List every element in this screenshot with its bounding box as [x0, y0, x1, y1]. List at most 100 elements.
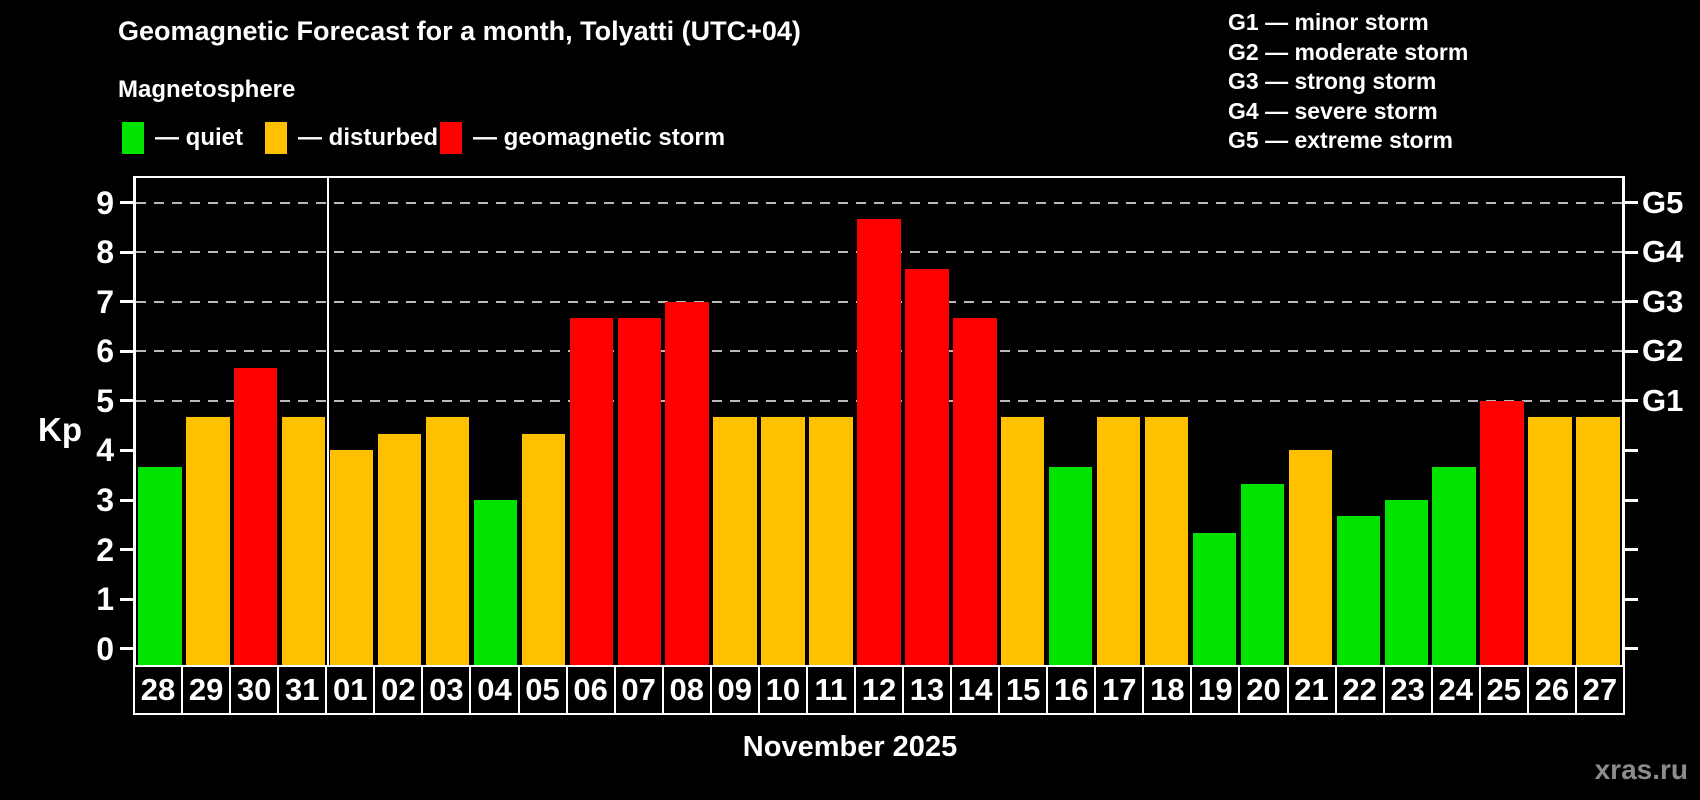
kp-bar-14	[953, 318, 997, 665]
date-cell-18: 18	[1142, 665, 1193, 715]
date-cell-08: 08	[661, 665, 712, 715]
date-cell-15: 15	[998, 665, 1049, 715]
kp-bar-31	[282, 417, 326, 665]
kp-bar-24	[1432, 466, 1476, 665]
month-separator-line	[326, 178, 329, 665]
date-cell-24: 24	[1430, 665, 1481, 715]
kp-bar-25	[1480, 400, 1524, 665]
plot-area	[133, 176, 1625, 665]
y-tick-right-1	[1625, 597, 1638, 601]
date-cell-29: 29	[181, 665, 232, 715]
right-axis-label-g3: G3	[1642, 283, 1684, 319]
y-tick-right-7	[1625, 300, 1638, 304]
kp-bar-17	[1096, 417, 1141, 665]
gridline-kp9	[136, 201, 1622, 204]
y-tick-left-1	[120, 597, 133, 601]
y-tick-label-2: 2	[96, 531, 114, 568]
y-tick-right-0	[1625, 647, 1638, 651]
date-cell-25: 25	[1478, 665, 1529, 715]
kp-bar-10	[761, 417, 805, 665]
legend-label-quiet: — quiet	[155, 124, 243, 151]
date-cell-13: 13	[902, 665, 953, 715]
kp-bar-28	[138, 466, 182, 665]
date-cell-06: 06	[565, 665, 616, 715]
kp-bar-08	[665, 301, 709, 665]
right-axis-label-g5: G5	[1642, 184, 1684, 220]
y-tick-right-3	[1625, 498, 1638, 502]
y-tick-left-6	[120, 349, 133, 353]
date-cell-10: 10	[757, 665, 808, 715]
legend-item-storm: — geomagnetic storm	[440, 121, 725, 155]
date-cell-04: 04	[469, 665, 520, 715]
kp-bar-09	[713, 417, 757, 665]
x-axis-date-row: 28 29 30 31 01 02 03 04 05 06 07 08 09 10 11 12 13 14 15 16…	[133, 665, 1625, 715]
kp-bar-22	[1336, 516, 1380, 665]
date-cell-28: 28	[133, 665, 184, 715]
magnetosphere-label: Magnetosphere	[118, 76, 296, 103]
date-cell-30: 30	[229, 665, 280, 715]
kp-bar-18	[1144, 417, 1189, 665]
y-tick-label-7: 7	[96, 283, 114, 320]
chart-title: Geomagnetic Forecast for a month, Tolyat…	[118, 16, 801, 46]
y-tick-right-4	[1625, 448, 1638, 452]
date-cell-19: 19	[1190, 665, 1241, 715]
date-cell-03: 03	[421, 665, 472, 715]
y-tick-left-0	[120, 647, 133, 651]
kp-bar-20	[1240, 483, 1285, 665]
y-tick-right-9	[1625, 201, 1638, 205]
kp-bar-19	[1192, 533, 1237, 665]
y-tick-left-7	[120, 300, 133, 304]
y-tick-right-2	[1625, 548, 1638, 552]
y-tick-label-8: 8	[96, 234, 114, 271]
legend-swatch-disturbed-icon	[265, 122, 287, 154]
legend-label-storm: — geomagnetic storm	[473, 124, 726, 151]
y-tick-label-1: 1	[96, 581, 114, 618]
date-cell-17: 17	[1094, 665, 1145, 715]
date-cell-02: 02	[373, 665, 424, 715]
y-tick-label-5: 5	[96, 382, 114, 419]
y-tick-label-3: 3	[96, 482, 114, 519]
kp-bar-21	[1288, 450, 1333, 665]
right-axis-label-g2: G2	[1642, 333, 1684, 369]
y-tick-left-2	[120, 548, 133, 552]
date-cell-27: 27	[1574, 665, 1625, 715]
kp-bar-23	[1384, 500, 1428, 665]
date-cell-26: 26	[1526, 665, 1577, 715]
right-axis-label-g4: G4	[1642, 234, 1684, 270]
storm-scale-legend: G1 — minor storm G2 — moderate storm G3 — …	[1228, 8, 1468, 156]
legend-label-disturbed: — disturbed	[298, 124, 439, 151]
storm-scale-line-g2: G2 — moderate storm	[1228, 38, 1469, 65]
date-cell-11: 11	[805, 665, 856, 715]
watermark: xras.ru	[1594, 754, 1688, 785]
kp-bar-13	[905, 268, 949, 665]
legend-item-quiet: — quiet	[122, 121, 243, 155]
kp-bar-04	[473, 500, 518, 665]
storm-scale-line-g1: G1 — minor storm	[1228, 9, 1429, 35]
legend-swatch-storm-icon	[440, 122, 462, 154]
x-axis-title: November 2025	[742, 731, 958, 763]
kp-bar-26	[1528, 417, 1572, 665]
y-tick-right-5	[1625, 399, 1638, 403]
kp-bar-15	[1001, 417, 1045, 665]
storm-scale-line-g4: G4 — severe storm	[1228, 97, 1438, 124]
date-cell-20: 20	[1238, 665, 1289, 715]
kp-bar-01	[329, 450, 374, 665]
date-cell-23: 23	[1382, 665, 1433, 715]
date-cell-22: 22	[1334, 665, 1385, 715]
right-axis-label-g1: G1	[1642, 382, 1684, 418]
y-tick-left-9	[120, 201, 133, 205]
kp-bar-27	[1576, 417, 1620, 665]
y-tick-left-4	[120, 448, 133, 452]
kp-bar-30	[234, 367, 278, 665]
date-cell-07: 07	[613, 665, 664, 715]
kp-bar-02	[377, 434, 422, 665]
y-tick-right-8	[1625, 250, 1638, 254]
y-tick-label-9: 9	[96, 184, 114, 221]
date-cell-09: 09	[709, 665, 760, 715]
y-tick-label-4: 4	[96, 432, 114, 469]
date-cell-31: 31	[277, 665, 328, 715]
y-tick-right-6	[1625, 349, 1638, 353]
storm-scale-line-g5: G5 — extreme storm	[1228, 127, 1453, 153]
legend-swatch-quiet-icon	[122, 122, 144, 154]
